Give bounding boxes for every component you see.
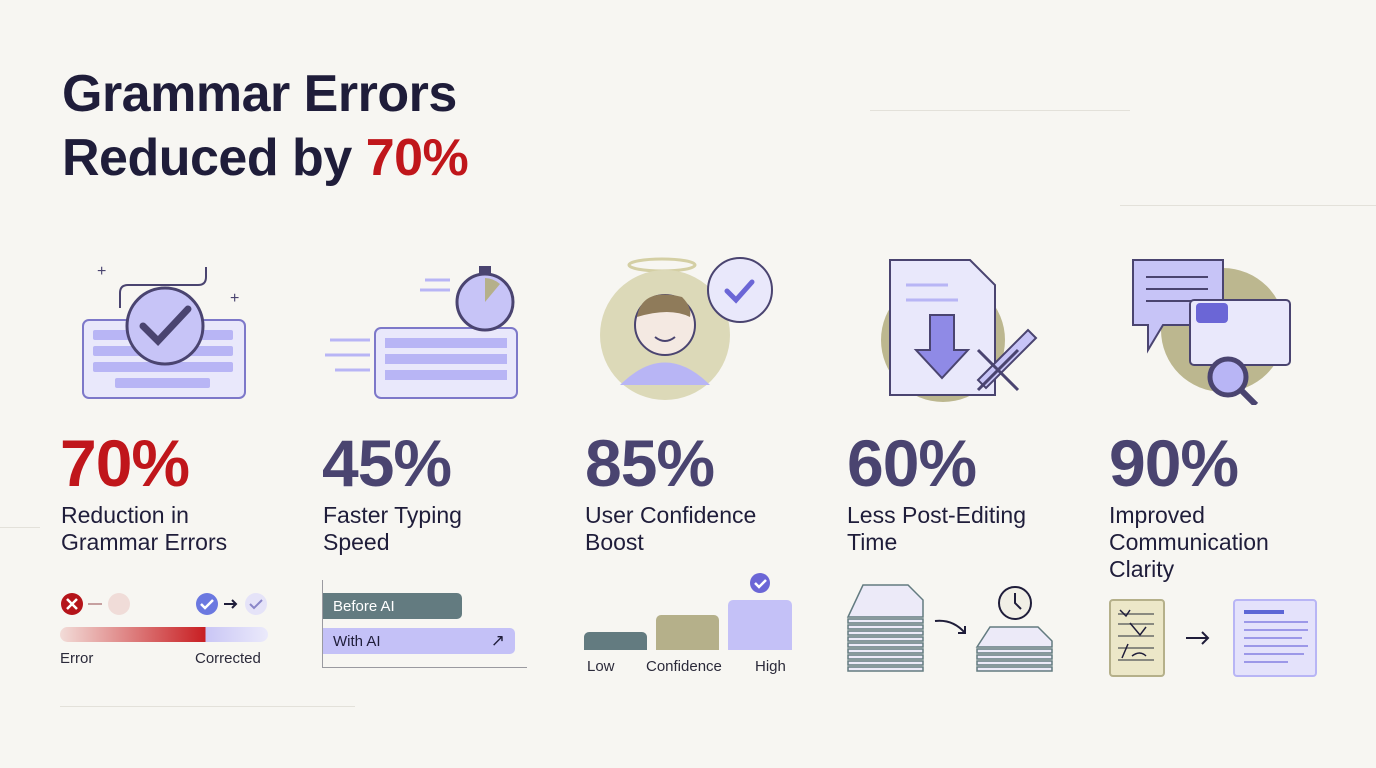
title-line-2: Reduced by 70% xyxy=(62,126,469,190)
decorative-line xyxy=(1120,205,1376,206)
label-line: Communication xyxy=(1109,529,1269,555)
title-prefix: Reduced by xyxy=(62,129,366,187)
stat-label: Faster Typing Speed xyxy=(323,502,553,556)
label-line: Boost xyxy=(585,529,644,555)
smiling-user-icon xyxy=(600,257,773,400)
check-icon xyxy=(196,593,218,615)
confidence-label-mid: Confidence xyxy=(646,658,722,675)
svg-text:+: + xyxy=(230,290,239,307)
label-line: Grammar Errors xyxy=(61,529,228,555)
label-line: Improved xyxy=(1109,502,1205,528)
arrow-up-right-icon: ↗ xyxy=(490,631,505,650)
stat-value: 60% xyxy=(847,426,977,500)
stat-label: Reduction in Grammar Errors xyxy=(61,502,291,556)
stat-value: 85% xyxy=(585,426,715,500)
label-line: Time xyxy=(847,529,898,555)
chat-magnifier-icon xyxy=(1132,259,1291,405)
label-line: Faster Typing xyxy=(323,502,462,528)
error-to-corrected-icons xyxy=(61,593,267,615)
check-icon xyxy=(750,573,770,593)
title-highlight: 70% xyxy=(365,129,469,187)
before-ai-bar: Before AI xyxy=(323,593,462,619)
stat-label: Improved Communication Clarity xyxy=(1109,502,1339,583)
label-line: Less Post-Editing xyxy=(847,502,1026,528)
confidence-label-high: High xyxy=(755,658,786,675)
confidence-bar-high xyxy=(728,600,792,650)
x-axis xyxy=(322,667,527,668)
corrected-label: Corrected xyxy=(195,650,261,667)
stat-label: Less Post-Editing Time xyxy=(847,502,1077,556)
label-line: User Confidence xyxy=(585,502,757,528)
document-stack-reduction-icon xyxy=(846,584,1053,672)
decorative-line xyxy=(870,110,1130,111)
stat-value: 45% xyxy=(322,426,452,500)
stat-value: 90% xyxy=(1109,426,1239,500)
with-ai-label: With AI xyxy=(333,633,381,650)
label-line: Reduction in xyxy=(61,502,189,528)
document-download-pen-icon xyxy=(881,259,1038,402)
label-line: Clarity xyxy=(1109,556,1175,582)
decorative-line xyxy=(60,706,355,707)
stat-label: User Confidence Boost xyxy=(585,502,815,556)
with-ai-bar: With AI ↗ xyxy=(323,628,515,654)
error-progress-bar xyxy=(60,627,268,642)
label-line: Speed xyxy=(323,529,390,555)
decorative-line xyxy=(0,527,40,528)
keyboard-stopwatch-icon xyxy=(325,266,518,399)
svg-text:+: + xyxy=(97,263,106,280)
error-label: Error xyxy=(60,650,94,667)
stat-value: 70% xyxy=(60,426,190,500)
confidence-bar-low xyxy=(584,632,647,650)
keyboard-check-icon: ++ xyxy=(82,263,246,399)
title-line-1: Grammar Errors xyxy=(62,65,457,123)
confidence-bar-mid xyxy=(656,615,719,650)
y-axis xyxy=(322,580,323,668)
confidence-label-low: Low xyxy=(587,658,615,675)
messy-to-clean-document-icon xyxy=(1109,599,1317,677)
page-title: Grammar Errors Reduced by 70% xyxy=(62,62,469,190)
